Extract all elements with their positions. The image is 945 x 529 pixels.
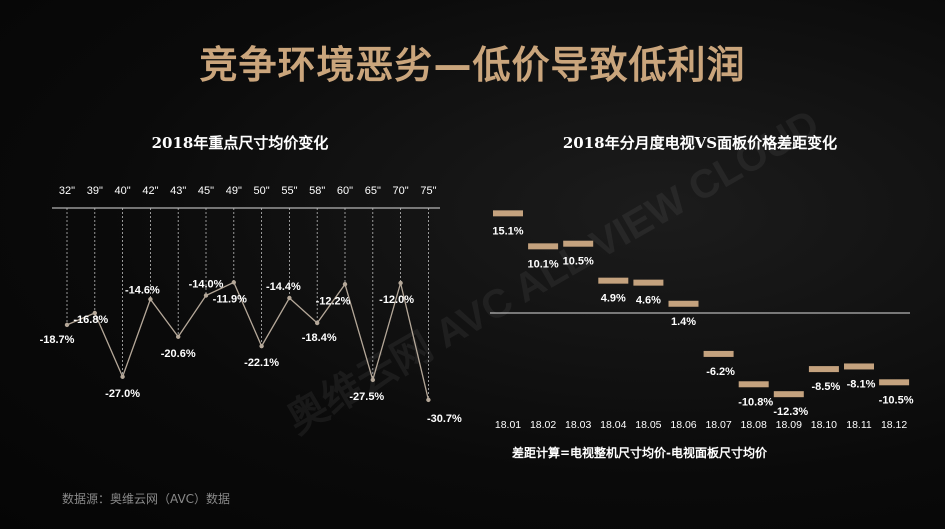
gap-marker — [493, 210, 523, 217]
data-label: -12.0% — [379, 294, 414, 306]
left-chart-title: 2018年重点尺寸均价变化 — [151, 134, 329, 152]
data-label: 1.4% — [671, 316, 696, 328]
data-label: -14.0% — [189, 279, 224, 291]
gap-marker — [668, 300, 699, 307]
data-label: -10.5% — [879, 394, 914, 406]
data-label: -22.1% — [244, 357, 279, 369]
data-point — [203, 293, 209, 298]
data-point — [231, 280, 236, 285]
month-label: 18.07 — [705, 419, 731, 431]
size-label: 70" — [393, 185, 409, 197]
data-point — [64, 322, 70, 328]
month-label: 18.04 — [600, 419, 626, 431]
gap-marker — [879, 379, 910, 386]
data-label: 15.1% — [492, 225, 523, 237]
source-note: 数据源：奥维云网（AVC）数据 — [62, 492, 231, 506]
data-point — [92, 310, 98, 316]
month-label: 18.03 — [565, 419, 591, 431]
size-label: 49" — [226, 185, 242, 197]
data-label: -14.6% — [125, 284, 160, 296]
data-label: -16.8% — [73, 314, 108, 326]
data-point — [120, 374, 125, 379]
size-label: 50" — [254, 185, 270, 197]
data-label: -10.8% — [738, 396, 773, 408]
data-label: -8.5% — [812, 381, 841, 393]
data-label: -27.0% — [105, 388, 140, 400]
size-label: 58" — [309, 185, 325, 197]
data-label: -12.2% — [316, 295, 351, 307]
data-label: -18.4% — [302, 332, 337, 344]
month-label: 18.08 — [741, 419, 767, 431]
data-point — [287, 295, 292, 301]
data-label: -27.5% — [349, 391, 384, 403]
data-label: -18.7% — [40, 334, 75, 346]
footnote: 差距计算=电视整机尺寸均价-电视面板尺寸均价 — [512, 446, 768, 460]
data-point — [315, 320, 320, 326]
data-label: -14.4% — [266, 281, 301, 293]
size-label: 43" — [170, 185, 186, 197]
data-point — [176, 334, 181, 339]
data-point — [370, 377, 375, 383]
size-label: 39" — [87, 185, 103, 197]
trend-line — [66, 280, 430, 401]
size-label: 75" — [420, 185, 436, 197]
data-label: 10.5% — [563, 256, 594, 268]
month-label: 18.12 — [881, 419, 907, 431]
gap-marker — [773, 391, 804, 398]
gap-marker — [844, 363, 874, 370]
month-label: 18.02 — [530, 419, 556, 431]
data-label: -20.6% — [161, 348, 196, 360]
gap-marker — [528, 243, 559, 250]
data-point — [148, 297, 153, 302]
size-label: 55" — [281, 185, 297, 197]
right-chart-title: 2018年分月度电视VS面板价格差距变化 — [562, 134, 838, 152]
month-label: 18.01 — [495, 419, 521, 431]
size-label: 60" — [337, 185, 353, 197]
data-label: 4.6% — [636, 295, 661, 307]
month-label: 18.10 — [811, 419, 837, 431]
gap-marker — [563, 240, 594, 247]
data-point — [398, 280, 403, 286]
size-label: 32" — [59, 185, 75, 197]
gap-marker — [808, 366, 839, 373]
data-label: 10.1% — [527, 258, 558, 270]
data-label: 4.9% — [601, 293, 626, 305]
month-label: 18.06 — [670, 419, 696, 431]
data-label: -12.3% — [773, 406, 808, 418]
gap-marker — [703, 350, 734, 357]
data-point — [426, 397, 431, 403]
size-label: 45" — [198, 185, 214, 197]
page-title: 竞争环境恶劣—低价导致低利润 — [199, 43, 746, 87]
data-label: -11.9% — [213, 293, 247, 305]
gap-marker — [738, 381, 769, 388]
size-label: 40" — [115, 185, 131, 197]
gap-marker — [598, 277, 629, 284]
month-label: 18.05 — [635, 419, 661, 431]
month-label: 18.11 — [846, 419, 872, 431]
data-label: -8.1% — [847, 378, 876, 390]
size-label: 42" — [142, 185, 158, 197]
data-label: -6.2% — [706, 366, 735, 378]
data-point — [259, 343, 264, 349]
data-point — [342, 282, 348, 287]
gap-marker — [633, 279, 664, 286]
data-label: -30.7% — [427, 413, 462, 425]
month-label: 18.09 — [776, 419, 802, 431]
size-label: 65" — [365, 185, 381, 197]
